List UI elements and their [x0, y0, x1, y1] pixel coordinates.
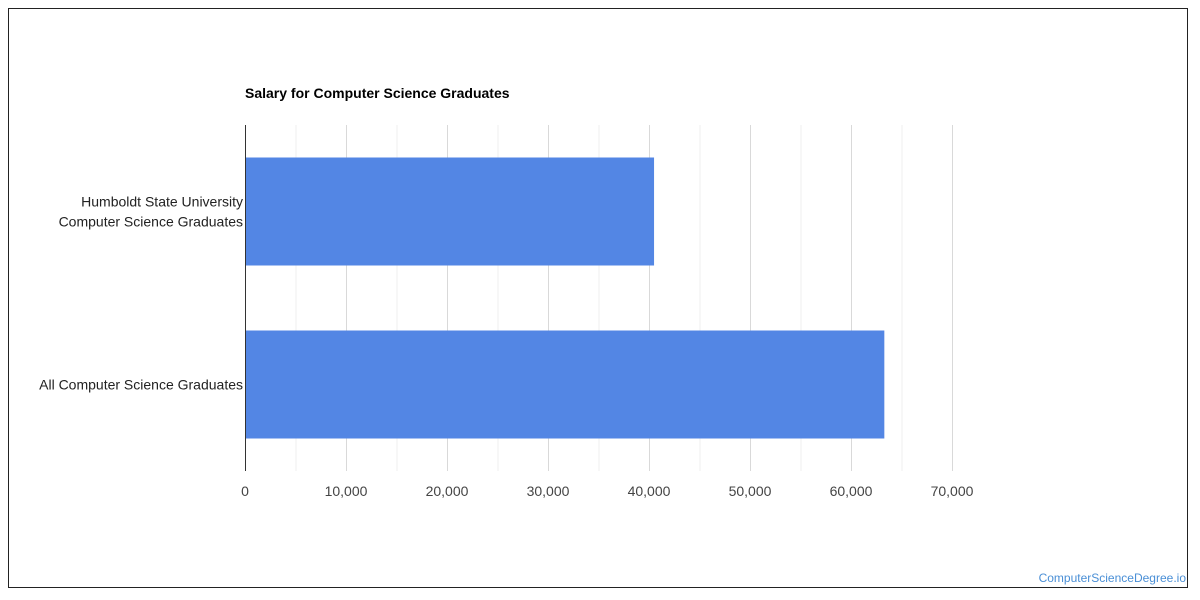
x-tick-label: 70,000: [931, 483, 974, 499]
bar: [245, 330, 885, 439]
bars: [245, 157, 885, 439]
category-label: Computer Science Graduates: [59, 214, 243, 230]
chart-frame: [8, 8, 1188, 588]
category-label: Humboldt State University: [81, 194, 243, 210]
x-tick-label: 40,000: [628, 483, 671, 499]
bar: [245, 157, 655, 266]
category-label: All Computer Science Graduates: [39, 377, 243, 393]
labels: Humboldt State University Computer Scienc…: [39, 194, 973, 500]
x-tick-label: 30,000: [527, 483, 570, 499]
chart-title: Salary for Computer Science Graduates: [245, 85, 510, 101]
x-tick-label: 50,000: [729, 483, 772, 499]
x-tick-label: 10,000: [325, 483, 368, 499]
x-tick-label: 20,000: [426, 483, 469, 499]
x-tick-label: 60,000: [830, 483, 873, 499]
watermark-link[interactable]: ComputerScienceDegree.io: [1038, 571, 1186, 585]
x-tick-label: 0: [241, 483, 249, 499]
